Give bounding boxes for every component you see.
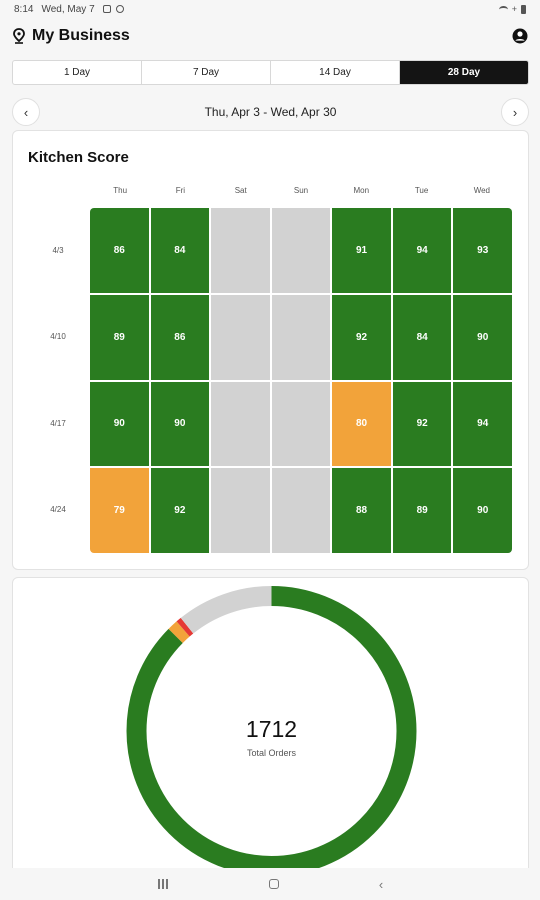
app-header: My Business (0, 22, 540, 50)
wifi-icon (498, 5, 508, 13)
day-header-sat: Sat (234, 186, 247, 195)
back-button[interactable]: ‹ (378, 876, 384, 892)
status-date: Wed, May 7 (41, 3, 95, 15)
chevron-right-icon: › (512, 104, 518, 120)
week-label: 4/3 (52, 246, 64, 256)
system-navigation-bar: ‹ (0, 868, 540, 900)
tab-28-day[interactable]: 28 Day (400, 61, 528, 84)
tab-14-day[interactable]: 14 Day (271, 61, 400, 84)
total-orders-count: 1712 (245, 716, 298, 742)
orders-donut-chart (126, 586, 417, 876)
score-cell[interactable]: 84 (150, 208, 210, 293)
page-title: My Business (32, 27, 130, 44)
kitchen-score-title: Kitchen Score (28, 149, 129, 166)
score-cell[interactable]: 94 (392, 208, 452, 293)
score-cell[interactable]: 90 (453, 468, 512, 553)
date-navigator: ‹ Thu, Apr 3 - Wed, Apr 30 › (12, 98, 529, 126)
settings-notification-icon (115, 5, 124, 13)
day-header-tue: Tue (414, 186, 429, 195)
pin-icon[interactable] (12, 28, 26, 44)
score-cell[interactable]: 94 (453, 381, 512, 467)
signal-icon: + (511, 4, 517, 14)
account-icon[interactable] (512, 28, 528, 44)
kitchen-score-grid: 86 84 91 94 93 89 86 92 84 90 90 90 80 92 94 79 92 88 89 90 (90, 208, 512, 553)
score-cell[interactable]: 89 (392, 468, 452, 553)
tab-1-day[interactable]: 1 Day (13, 61, 142, 84)
score-cell[interactable] (211, 381, 270, 467)
date-range-label: Thu, Apr 3 - Wed, Apr 30 (204, 105, 337, 119)
score-cell[interactable]: 92 (392, 381, 452, 467)
total-orders-card: 1712 Total Orders (12, 577, 529, 877)
score-cell[interactable]: 90 (150, 381, 210, 467)
day-header-mon: Mon (353, 186, 370, 195)
week-label: 4/24 (50, 504, 66, 514)
chevron-left-icon: ‹ (23, 104, 29, 120)
home-button[interactable] (268, 879, 279, 889)
score-cell[interactable] (211, 468, 270, 553)
day-header-thu: Thu (113, 186, 128, 195)
score-cell[interactable] (271, 381, 331, 467)
week-label: 4/17 (50, 418, 66, 428)
score-cell[interactable] (271, 208, 331, 293)
total-orders-label: Total Orders (246, 748, 297, 758)
score-cell[interactable] (271, 294, 331, 380)
score-cell[interactable]: 79 (90, 468, 149, 553)
score-cell[interactable]: 86 (150, 294, 210, 380)
score-cell[interactable]: 88 (332, 468, 391, 553)
previous-period-button[interactable]: ‹ (12, 98, 40, 126)
tab-7-day[interactable]: 7 Day (142, 61, 271, 84)
score-cell[interactable]: 90 (453, 294, 512, 380)
day-header-fri: Fri (175, 186, 186, 195)
score-cell[interactable]: 91 (332, 208, 391, 293)
score-cell[interactable]: 93 (453, 208, 512, 293)
score-cell[interactable]: 92 (150, 468, 210, 553)
status-bar: 8:14 Wed, May 7 + (0, 0, 540, 18)
donut-segment-3 (126, 586, 417, 876)
day-header-sun: Sun (293, 186, 309, 195)
score-cell[interactable]: 92 (332, 294, 391, 380)
score-cell[interactable]: 89 (90, 294, 149, 380)
next-period-button[interactable]: › (500, 98, 529, 126)
score-cell[interactable]: 90 (90, 381, 149, 467)
recents-button[interactable] (157, 879, 169, 889)
score-cell[interactable] (211, 294, 270, 380)
status-time: 8:14 (14, 3, 34, 15)
notification-icon (102, 5, 111, 13)
day-header-wed: Wed (473, 186, 490, 195)
score-cell[interactable] (211, 208, 270, 293)
score-cell[interactable] (271, 468, 331, 553)
score-cell[interactable]: 86 (90, 208, 149, 293)
score-cell[interactable]: 84 (392, 294, 452, 380)
battery-icon (521, 4, 526, 14)
score-cell[interactable]: 80 (332, 381, 391, 467)
date-range-tabs: 1 Day 7 Day 14 Day 28 Day (12, 60, 529, 85)
week-label: 4/10 (50, 332, 66, 342)
